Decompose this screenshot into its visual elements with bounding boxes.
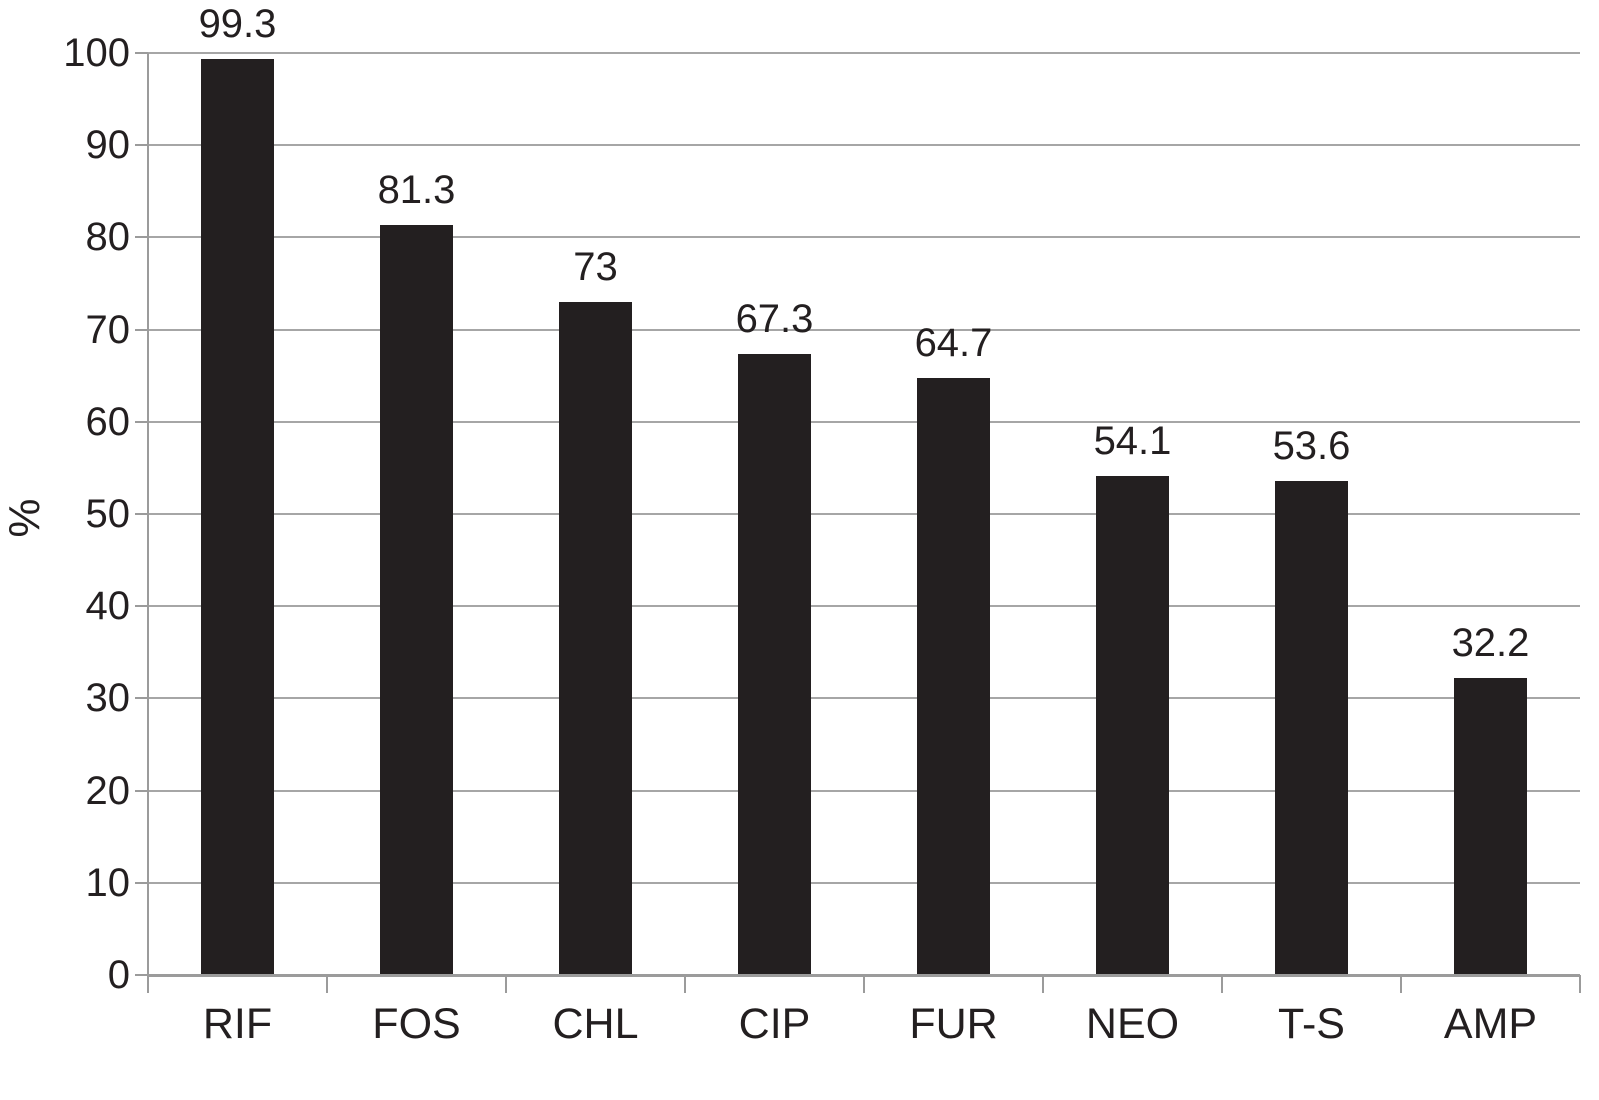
y-tick-mark <box>135 697 148 700</box>
y-tick-label: 10 <box>85 860 131 905</box>
bar-value-label: 64.7 <box>914 321 993 366</box>
x-tick-label: T-S <box>1278 1000 1345 1048</box>
bar <box>1454 678 1527 975</box>
y-tick-mark <box>135 513 148 515</box>
x-tick-mark <box>1579 975 1581 993</box>
x-tick-label: FOS <box>372 1000 461 1048</box>
y-tick-label: 30 <box>85 676 131 721</box>
y-tick-mark <box>135 974 148 976</box>
y-tick-label: 100 <box>63 31 130 75</box>
bar-value-label: 32.2 <box>1451 621 1530 666</box>
x-tick-mark <box>1400 975 1402 993</box>
bar-value-label: 99.3 <box>198 2 277 47</box>
x-tick-mark <box>505 975 507 993</box>
y-tick-label: 60 <box>85 399 131 444</box>
y-tick-label: 80 <box>85 215 131 260</box>
bar <box>1275 480 1348 975</box>
bar-value-label: 54.1 <box>1093 419 1172 464</box>
gridline <box>148 513 1580 515</box>
y-tick-mark <box>135 605 148 608</box>
y-tick-label: 70 <box>85 307 131 352</box>
bar-value-label: 73 <box>573 244 618 289</box>
gridline <box>148 144 1580 147</box>
x-tick-label: CIP <box>738 1000 811 1048</box>
y-axis-line <box>147 53 149 993</box>
x-tick-mark <box>684 975 686 993</box>
bar-value-label: 81.3 <box>377 168 456 213</box>
y-tick-mark <box>135 144 148 147</box>
y-tick-mark <box>135 420 148 423</box>
y-tick-label: 0 <box>107 953 130 997</box>
gridline <box>148 52 1580 54</box>
x-tick-mark <box>1221 975 1223 993</box>
x-tick-mark <box>1042 975 1044 993</box>
gridline <box>148 236 1580 239</box>
x-tick-mark <box>863 975 865 993</box>
x-axis-line <box>148 974 1580 977</box>
y-tick-mark <box>135 328 148 331</box>
x-tick-label: FUR <box>909 1000 998 1048</box>
x-tick-mark <box>147 975 149 993</box>
x-tick-label: RIF <box>202 1000 273 1048</box>
bar <box>559 301 632 975</box>
y-tick-label: 50 <box>85 492 131 536</box>
y-tick-mark <box>135 789 148 792</box>
x-tick-mark <box>326 975 328 993</box>
bar-value-label: 53.6 <box>1272 423 1351 468</box>
x-tick-label: AMP <box>1443 1000 1538 1048</box>
x-tick-label: NEO <box>1085 1000 1180 1048</box>
gridline <box>148 881 1580 884</box>
y-tick-label: 20 <box>85 768 131 813</box>
gridline <box>148 697 1580 700</box>
gridline <box>148 605 1580 608</box>
y-tick-mark <box>135 881 148 884</box>
y-tick-label: 90 <box>85 123 131 168</box>
bar-value-label: 67.3 <box>735 297 814 342</box>
bar <box>738 354 811 975</box>
bar <box>201 59 274 975</box>
y-tick-mark <box>135 236 148 239</box>
bar <box>917 378 990 975</box>
y-tick-label: 40 <box>85 584 131 629</box>
gridline <box>148 789 1580 792</box>
gridline <box>148 420 1580 423</box>
bar <box>1096 476 1169 975</box>
bar <box>380 225 453 975</box>
y-tick-mark <box>135 52 148 54</box>
x-tick-label: CHL <box>552 1000 639 1048</box>
gridline <box>148 328 1580 331</box>
